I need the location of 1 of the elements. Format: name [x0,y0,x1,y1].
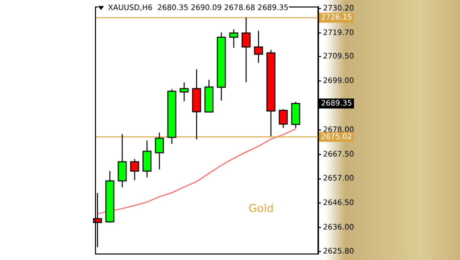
annotation: Gold [248,202,274,215]
